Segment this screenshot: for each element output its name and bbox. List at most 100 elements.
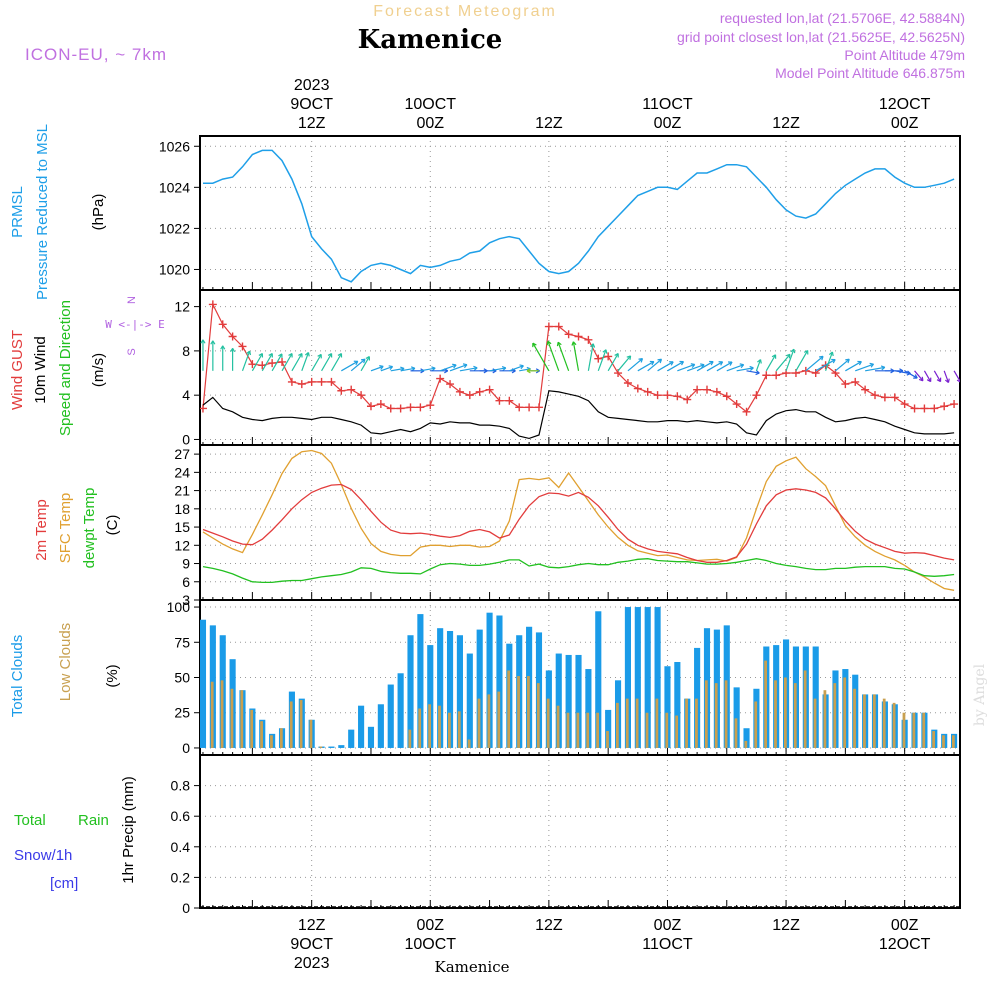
series-10m-wind — [202, 390, 955, 440]
gust-marker — [890, 393, 899, 402]
wind-arrow — [350, 358, 366, 372]
wind-arrow — [627, 358, 643, 372]
wind-arrow-head — [317, 353, 322, 359]
gust-marker — [623, 379, 632, 387]
wind-arrow — [547, 341, 560, 372]
wind-arrow — [667, 361, 684, 372]
gust-marker — [208, 300, 217, 309]
top-time-label: 12Z — [772, 115, 800, 132]
bar-low-clouds — [793, 683, 797, 748]
bar-low-clouds — [546, 698, 550, 748]
y-tick-label: 0 — [182, 740, 190, 756]
wind-arrow — [785, 349, 795, 372]
bar-total-clouds — [644, 607, 651, 748]
bar-total-clouds — [674, 662, 681, 748]
y-tick-label: 24 — [174, 464, 190, 480]
wind-arrow-head — [771, 354, 777, 359]
wind-key-s: S — [126, 348, 138, 355]
wind-arrow-head — [749, 365, 754, 371]
wind-arrow-head — [519, 364, 524, 370]
gust-marker — [683, 395, 692, 404]
gust-marker — [297, 380, 306, 389]
bar-total-clouds — [328, 746, 335, 748]
y-tick-label: 0.4 — [171, 839, 191, 855]
y-tick-label: 12 — [174, 299, 190, 315]
wind-arrow-head — [379, 365, 384, 370]
bar-low-clouds — [438, 705, 441, 748]
bar-low-clouds — [477, 698, 481, 748]
bar-low-clouds — [270, 735, 273, 748]
wind-arrow — [390, 367, 405, 372]
bar-low-clouds — [527, 676, 530, 748]
bar-low-clouds — [695, 698, 698, 748]
y-tick-label: 25 — [174, 705, 190, 721]
wind-arrow-head — [669, 361, 674, 366]
y-tick-label: 3 — [182, 592, 190, 608]
wind-arrow — [904, 370, 918, 379]
wind-arrow-head — [790, 348, 796, 354]
gust-marker — [317, 377, 326, 386]
y-tick-label: 0 — [182, 900, 190, 916]
bar-low-clouds — [882, 698, 886, 748]
wind-arrow — [271, 353, 283, 372]
top-time-label: 12OCT — [879, 96, 931, 113]
bottom-time-label: 12Z — [298, 917, 326, 934]
bar-low-clouds — [240, 690, 244, 748]
gust-marker — [376, 400, 385, 409]
wind-arrow-head — [337, 352, 343, 358]
gust-marker — [900, 400, 909, 409]
bar-low-clouds — [576, 712, 580, 748]
bottom-time-label: 12Z — [772, 917, 800, 934]
gust-marker — [475, 387, 484, 396]
gust-marker — [386, 404, 395, 413]
wind-arrow-head — [304, 352, 310, 357]
wind-panel: 0 4 8 12 — [174, 289, 961, 447]
gust-marker — [663, 391, 672, 400]
bar-low-clouds — [665, 712, 669, 748]
bar-low-clouds — [299, 700, 303, 748]
watermark: by Angel — [972, 663, 988, 726]
bar-total-clouds — [427, 645, 434, 748]
gust-marker — [910, 404, 919, 413]
gust-marker — [287, 377, 296, 386]
wind-arrow-head — [278, 353, 283, 358]
wind-arrow — [341, 360, 359, 372]
bar-low-clouds — [724, 680, 728, 748]
bar-low-clouds — [220, 680, 224, 748]
wind-arrow — [953, 370, 960, 383]
ylabel-total-clouds: Total Clouds — [9, 635, 26, 718]
gust-marker — [268, 359, 277, 368]
bar-low-clouds — [843, 677, 847, 748]
wind-arrow — [716, 361, 733, 372]
wind-arrow — [923, 370, 932, 382]
bar-low-clouds — [566, 712, 570, 748]
bar-low-clouds — [289, 701, 293, 748]
bar-total-clouds — [565, 654, 572, 748]
wind-arrow — [765, 354, 777, 372]
gust-marker — [841, 380, 850, 389]
wind-arrow-head — [526, 368, 531, 374]
wind-arrow-head — [739, 363, 745, 369]
wind-arrow-head — [556, 341, 562, 347]
wind-arrow — [943, 370, 950, 383]
wind-arrow — [805, 355, 824, 372]
wind-arrow — [439, 364, 457, 372]
wind-arrow-head — [700, 363, 705, 369]
wind-arrow — [617, 355, 632, 372]
bar-low-clouds — [279, 728, 283, 748]
bar-low-clouds — [675, 715, 679, 748]
y-tick-label: 1022 — [159, 220, 190, 236]
y-tick-label: 0 — [182, 431, 190, 447]
y-tick-label: 100 — [167, 599, 191, 615]
gust-marker — [337, 386, 346, 395]
supertitle: Forecast Meteogram — [373, 3, 557, 20]
top-time-label: 00Z — [416, 115, 444, 132]
legend-snow-unit: [cm] — [50, 875, 78, 892]
bottom-time-label: 00Z — [416, 917, 444, 934]
model-altitude: Model Point Altitude 646.875m — [775, 65, 965, 81]
bar-total-clouds — [634, 607, 641, 748]
wind-arrow-head — [956, 379, 960, 383]
bar-low-clouds — [863, 694, 866, 748]
footer-location: Kamenice — [435, 958, 510, 976]
